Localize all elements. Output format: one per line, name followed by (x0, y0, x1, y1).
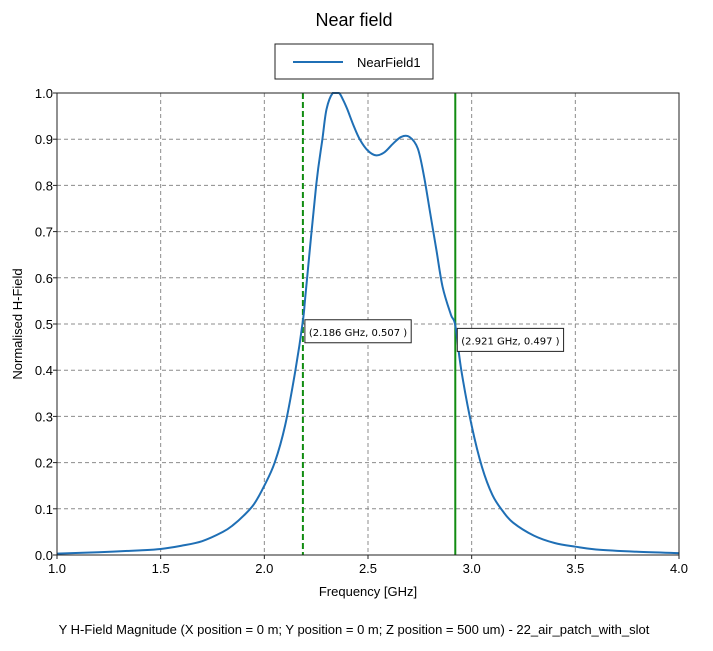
x-axis-ticks: 1.0 1.5 2.0 2.5 3.0 3.5 4.0 (48, 555, 688, 576)
x-tick-label: 3.0 (463, 561, 481, 576)
x-tick-label: 2.5 (359, 561, 377, 576)
y-tick-label: 0.0 (35, 548, 53, 563)
y-tick-label: 0.7 (35, 225, 53, 240)
marker-label-2: (2.921 GHz, 0.497 ) (456, 327, 565, 352)
x-axis-label: Frequency [GHz] (319, 584, 417, 599)
chart-title: Near field (315, 10, 392, 30)
y-tick-label: 0.9 (35, 132, 53, 147)
y-axis-ticks: 0.0 0.1 0.2 0.3 0.4 0.5 0.6 0.7 0.8 0.9 1.0 (35, 86, 57, 563)
x-tick-label: 2.0 (255, 561, 273, 576)
chart-caption: Y H-Field Magnitude (X position = 0 m; Y… (59, 622, 650, 637)
x-tick-label: 1.0 (48, 561, 66, 576)
x-tick-label: 1.5 (152, 561, 170, 576)
legend: NearField1 (274, 43, 434, 80)
x-tick-label: 3.5 (566, 561, 584, 576)
y-tick-label: 0.1 (35, 502, 53, 517)
y-tick-label: 0.3 (35, 409, 53, 424)
legend-label-nearfield1: NearField1 (357, 55, 421, 70)
marker-labels: (2.186 GHz, 0.507 ) (2.921 GHz, 0.497 ) (304, 319, 565, 352)
y-tick-label: 0.6 (35, 271, 53, 286)
marker-label-box (304, 319, 412, 344)
y-tick-label: 0.5 (35, 317, 53, 332)
marker-label-box (456, 327, 565, 352)
y-tick-label: 0.4 (35, 363, 53, 378)
y-tick-label: 0.8 (35, 178, 53, 193)
plot-frame (56, 92, 680, 556)
marker-label-text: (2.186 GHz, 0.507 ) (309, 328, 407, 339)
marker-label-text: (2.921 GHz, 0.497 ) (461, 336, 559, 347)
x-tick-label: 4.0 (670, 561, 688, 576)
y-tick-label: 1.0 (35, 86, 53, 101)
series-line-nearfield1 (56, 92, 680, 555)
y-tick-label: 0.2 (35, 456, 53, 471)
y-axis-label: Normalised H-Field (10, 268, 25, 379)
grid (57, 93, 679, 555)
marker-label-1: (2.186 GHz, 0.507 ) (304, 319, 412, 344)
